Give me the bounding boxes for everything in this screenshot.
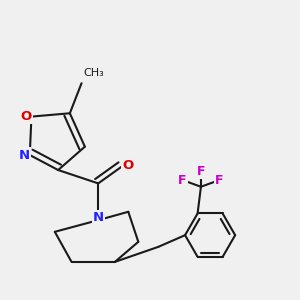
Text: N: N bbox=[19, 148, 30, 161]
Text: O: O bbox=[122, 158, 133, 172]
Text: O: O bbox=[21, 110, 32, 123]
Text: F: F bbox=[178, 174, 187, 187]
Text: F: F bbox=[215, 174, 224, 187]
Text: CH₃: CH₃ bbox=[83, 68, 104, 78]
Text: F: F bbox=[197, 165, 205, 178]
Text: N: N bbox=[93, 211, 104, 224]
